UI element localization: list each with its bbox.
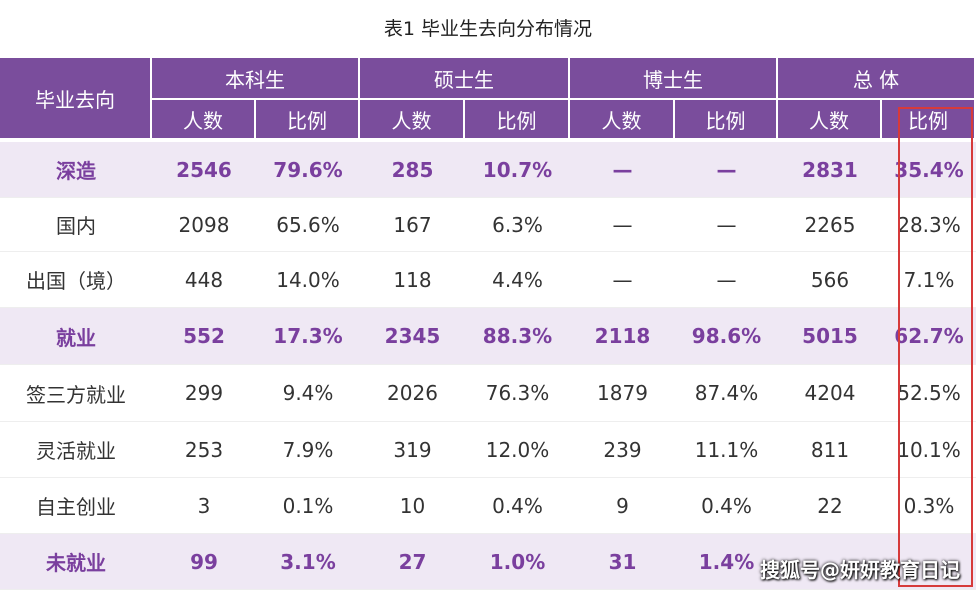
table-cell: 9: [570, 478, 675, 534]
table-cell: 11.1%: [675, 422, 778, 478]
table-cell: 0.1%: [256, 478, 360, 534]
table-cell: 285: [360, 142, 465, 198]
table-cell: 10: [360, 478, 465, 534]
sub-header: 人数: [570, 100, 675, 140]
row-label: 国内: [0, 198, 152, 252]
table-cell: —: [570, 198, 675, 252]
row-label: 灵活就业: [0, 422, 152, 478]
table-cell: 4204: [778, 365, 882, 422]
table-cell: 4.4%: [465, 252, 570, 308]
table-cell: 6.3%: [465, 198, 570, 252]
table-cell: —: [675, 252, 778, 308]
table-cell: 87.4%: [675, 365, 778, 422]
table-cell: 566: [778, 252, 882, 308]
table-cell: 3.1%: [256, 534, 360, 590]
table-cell: 98.6%: [675, 308, 778, 365]
row-label: 出国（境）: [0, 252, 152, 308]
table-cell: 811: [778, 422, 882, 478]
table-cell: —: [675, 198, 778, 252]
table-cell: —: [675, 142, 778, 198]
table-cell: 118: [360, 252, 465, 308]
group-header: 总 体: [778, 58, 976, 100]
table-cell: —: [570, 252, 675, 308]
table-cell: 2345: [360, 308, 465, 365]
table-cell: 28.3%: [882, 198, 976, 252]
sub-header: 比例: [675, 100, 778, 140]
table-cell: 0.3%: [882, 478, 976, 534]
header-cell: 毕业去向: [0, 58, 152, 140]
table-cell: 167: [360, 198, 465, 252]
group-header: 博士生: [570, 58, 778, 100]
table-cell: 31: [570, 534, 675, 590]
table-cell: 35.4%: [882, 142, 976, 198]
sub-header: 比例: [465, 100, 570, 140]
table-cell: 253: [152, 422, 256, 478]
table-cell: 79.6%: [256, 142, 360, 198]
table-cell: 1.4%: [675, 534, 778, 590]
sub-header: 比例: [882, 100, 976, 140]
table-cell: 552: [152, 308, 256, 365]
table-cell: 62.7%: [882, 308, 976, 365]
table-cell: 14.0%: [256, 252, 360, 308]
sub-header: 人数: [778, 100, 882, 140]
row-label: 就业: [0, 308, 152, 365]
table-cell: 0.4%: [465, 478, 570, 534]
row-label: 自主创业: [0, 478, 152, 534]
watermark: 搜狐号@妍妍教育日记: [760, 558, 960, 582]
table-cell: —: [570, 142, 675, 198]
table-cell: 0.4%: [675, 478, 778, 534]
sub-header: 人数: [360, 100, 465, 140]
table-cell: 52.5%: [882, 365, 976, 422]
table-cell: 2098: [152, 198, 256, 252]
row-label: 未就业: [0, 534, 152, 590]
group-header: 本科生: [152, 58, 360, 100]
table-cell: 2118: [570, 308, 675, 365]
group-header: 硕士生: [360, 58, 570, 100]
table-cell: 2831: [778, 142, 882, 198]
table-cell: 12.0%: [465, 422, 570, 478]
table-cell: 2265: [778, 198, 882, 252]
table-cell: 1879: [570, 365, 675, 422]
table-cell: 88.3%: [465, 308, 570, 365]
sub-header: 人数: [152, 100, 256, 140]
table-cell: 5015: [778, 308, 882, 365]
table-cell: 448: [152, 252, 256, 308]
sub-header: 比例: [256, 100, 360, 140]
row-label: 签三方就业: [0, 365, 152, 422]
table-cell: 10.1%: [882, 422, 976, 478]
table-cell: 299: [152, 365, 256, 422]
table-cell: 3: [152, 478, 256, 534]
table-cell: 99: [152, 534, 256, 590]
table-cell: 7.1%: [882, 252, 976, 308]
table-cell: 9.4%: [256, 365, 360, 422]
table-title: 表1 毕业生去向分布情况: [383, 18, 593, 40]
table-cell: 27: [360, 534, 465, 590]
table-cell: 10.7%: [465, 142, 570, 198]
table-cell: 239: [570, 422, 675, 478]
table-cell: 2546: [152, 142, 256, 198]
row-label: 深造: [0, 142, 152, 198]
table-cell: 22: [778, 478, 882, 534]
table-cell: 319: [360, 422, 465, 478]
table-cell: 17.3%: [256, 308, 360, 365]
table-cell: 2026: [360, 365, 465, 422]
table-cell: 76.3%: [465, 365, 570, 422]
table-cell: 1.0%: [465, 534, 570, 590]
table-cell: [778, 534, 882, 590]
table-cell: 7.9%: [256, 422, 360, 478]
table-cell: 65.6%: [256, 198, 360, 252]
